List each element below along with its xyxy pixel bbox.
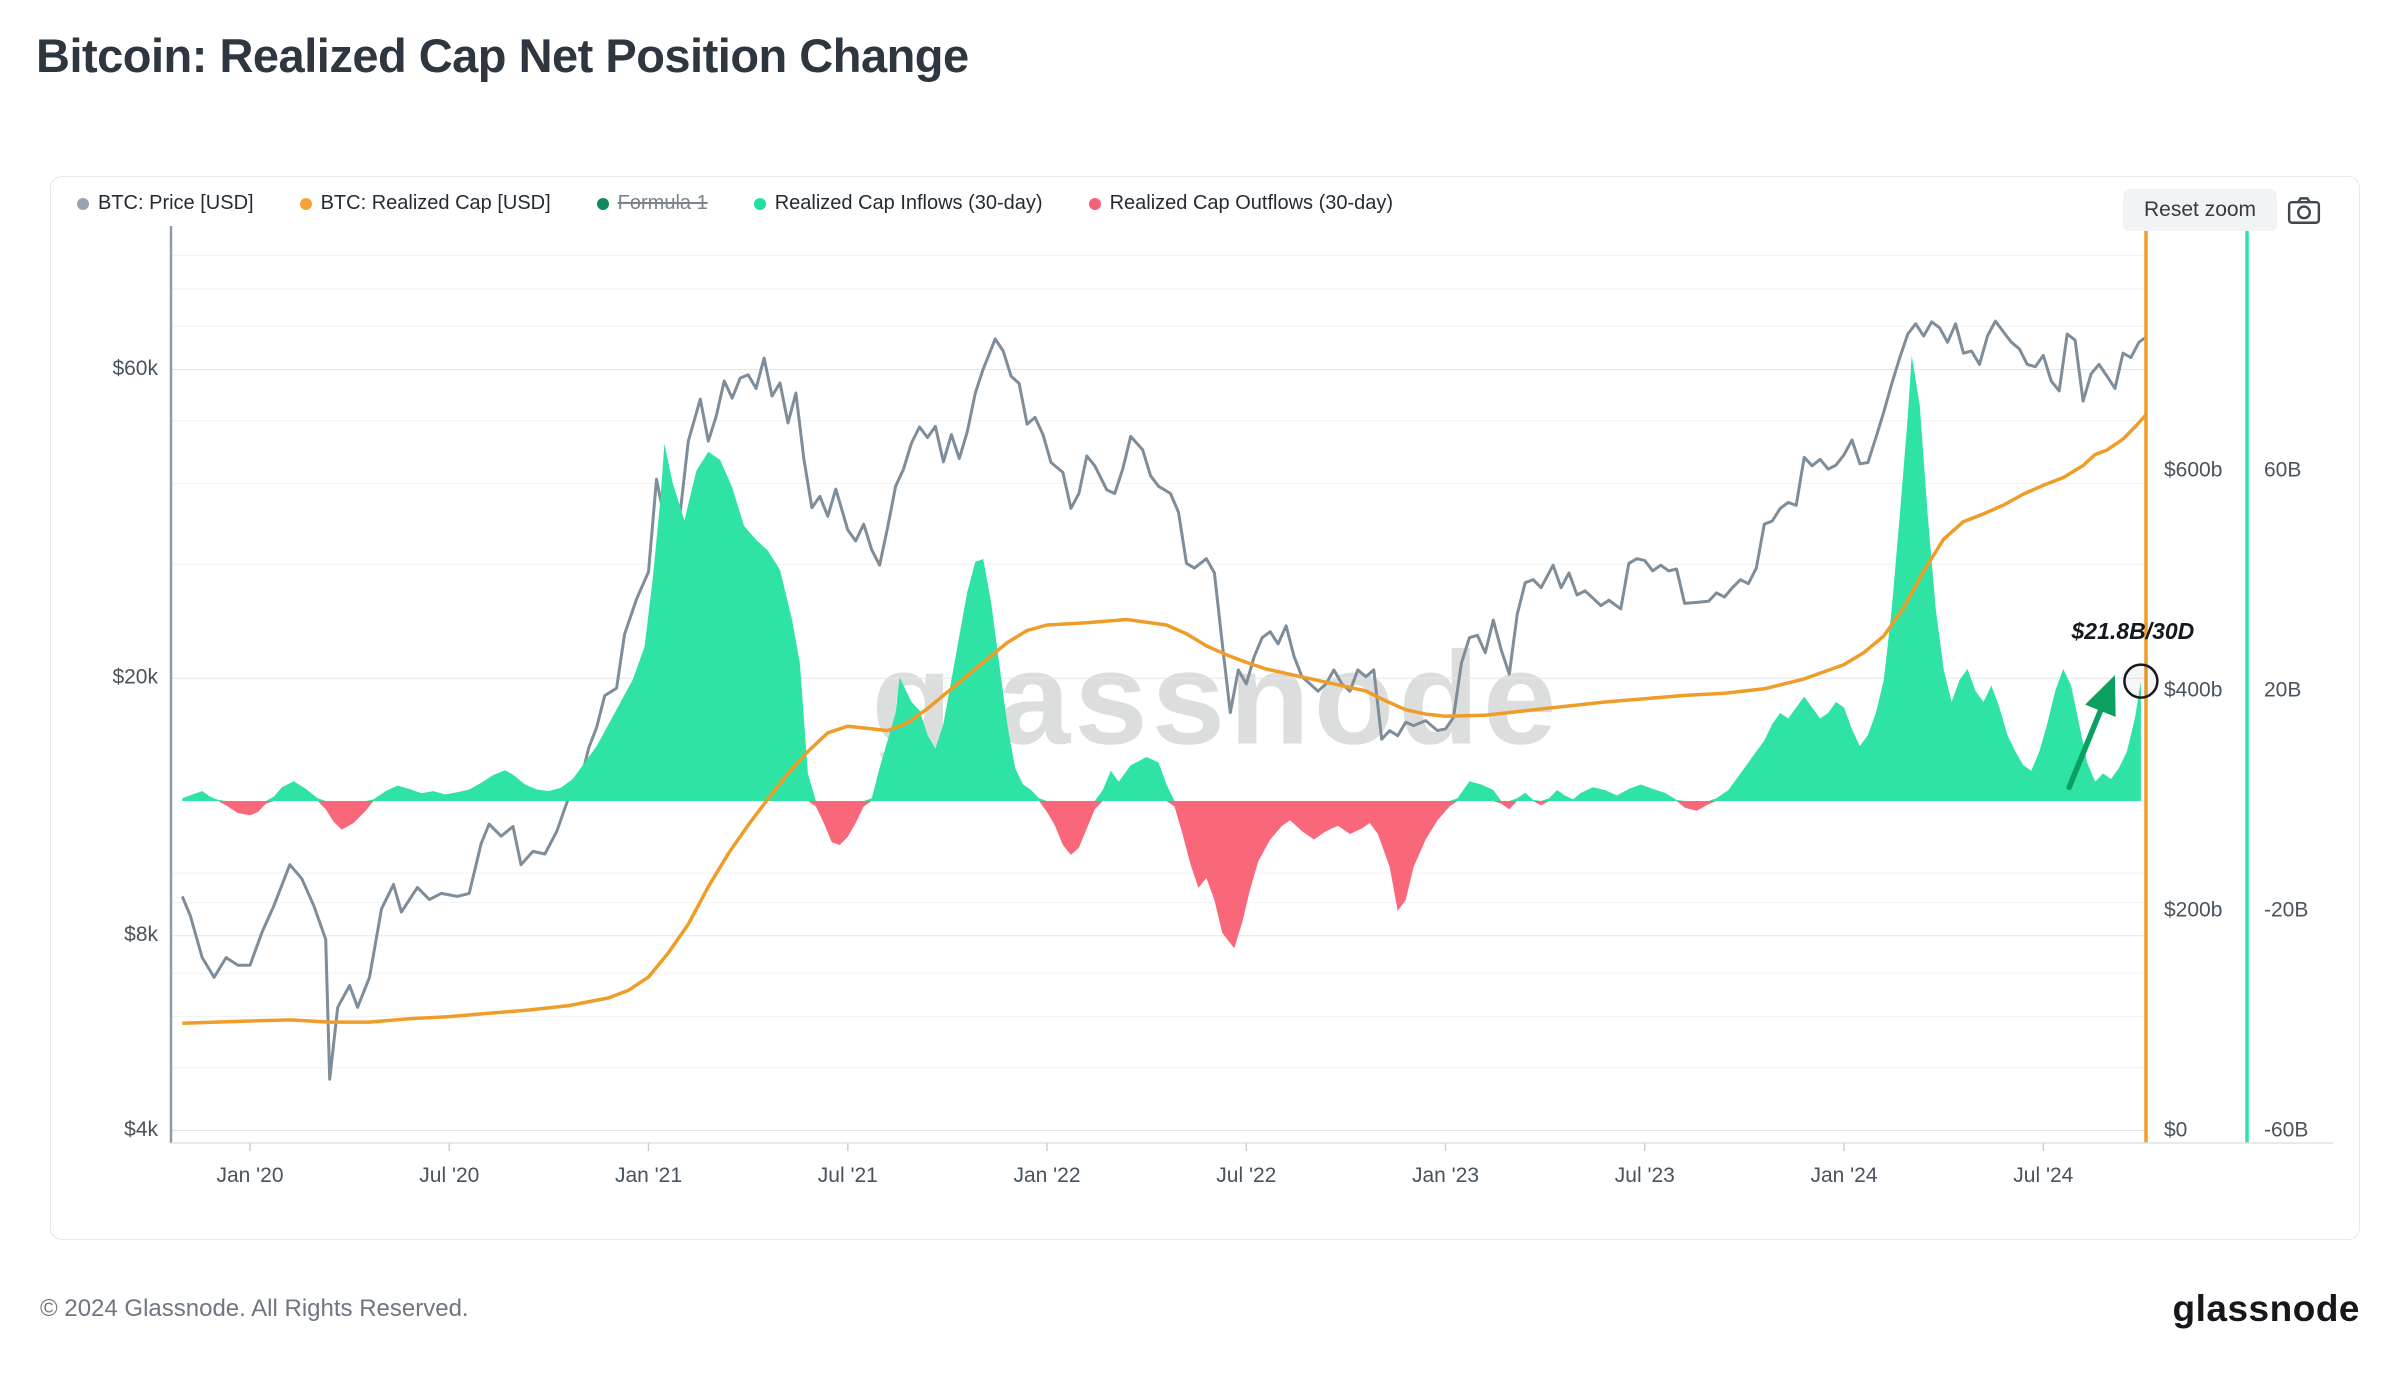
legend-dot-icon bbox=[753, 197, 766, 210]
netflow-tick-label: -60B bbox=[2264, 1119, 2308, 1142]
legend: BTC: Price [USD] BTC: Realized Cap [USD] F… bbox=[77, 192, 1393, 215]
annotation-circle bbox=[2123, 663, 2159, 699]
legend-item-1[interactable]: BTC: Realized Cap [USD] bbox=[299, 192, 551, 215]
chart-plot-area[interactable]: Jan '20 Jul '20 Jan '21 Jul '21 Jan '22 Jul '… bbox=[51, 177, 2359, 1239]
legend-dot-icon bbox=[1088, 197, 1101, 210]
legend-dot-icon bbox=[77, 197, 89, 210]
annotation-text: $21.8B/30D bbox=[2071, 618, 2195, 644]
realized-cap-tick-label: $0 bbox=[2164, 1119, 2187, 1142]
chart-card: BTC: Price [USD] BTC: Realized Cap [USD] F… bbox=[50, 176, 2360, 1240]
netflow-tick-label: 60B bbox=[2264, 459, 2301, 482]
legend-item-label: Formula 1 bbox=[617, 192, 708, 214]
footer: © 2024 Glassnode. All Rights Reserved. g… bbox=[0, 1288, 2400, 1330]
legend-dot-icon bbox=[299, 197, 312, 210]
legend-item-label: Realized Cap Inflows (30-day) bbox=[774, 192, 1043, 214]
x-tick-label: Jul '21 bbox=[818, 1164, 878, 1187]
x-tick-label: Jul '20 bbox=[419, 1164, 479, 1187]
realized-cap-tick-label: $600b bbox=[2164, 459, 2222, 482]
netflow-tick-label: -20B bbox=[2264, 899, 2308, 922]
legend-dot-icon bbox=[596, 197, 609, 210]
x-tick-label: Jan '20 bbox=[216, 1164, 283, 1187]
realized-cap-outflows-area bbox=[182, 801, 2141, 949]
copyright-text: © 2024 Glassnode. All Rights Reserved. bbox=[40, 1295, 469, 1322]
price-tick-label: $8k bbox=[124, 923, 158, 946]
price-tick-label: $60k bbox=[112, 357, 158, 380]
page-title: Bitcoin: Realized Cap Net Position Chang… bbox=[36, 29, 969, 82]
btc-price-line bbox=[180, 319, 2146, 1081]
legend-item-0[interactable]: BTC: Price [USD] bbox=[77, 192, 254, 215]
camera-icon bbox=[2287, 197, 2321, 228]
netflow-tick-label: 20B bbox=[2264, 679, 2301, 702]
camera-button[interactable] bbox=[2283, 191, 2325, 232]
legend-item-4[interactable]: Realized Cap Outflows (30-day) bbox=[1088, 192, 1394, 215]
realized-cap-inflows-area bbox=[182, 355, 2141, 801]
price-tick-label: $4k bbox=[124, 1118, 158, 1141]
x-tick-label: Jan '22 bbox=[1013, 1164, 1080, 1187]
legend-item-label: BTC: Realized Cap [USD] bbox=[320, 192, 551, 214]
realized-cap-tick-label: $400b bbox=[2164, 679, 2222, 702]
x-tick-label: Jan '21 bbox=[615, 1164, 682, 1187]
price-tick-label: $20k bbox=[112, 666, 158, 689]
reset-zoom-button[interactable]: Reset zoom bbox=[2123, 189, 2278, 231]
x-tick-label: Jul '22 bbox=[1216, 1164, 1276, 1187]
glassnode-logo: glassnode bbox=[2172, 1288, 2360, 1329]
x-tick-label: Jul '24 bbox=[2013, 1164, 2073, 1187]
x-tick-label: Jan '23 bbox=[1412, 1164, 1479, 1187]
annotation-arrow bbox=[2066, 675, 2116, 791]
legend-item-label: BTC: Price [USD] bbox=[98, 192, 254, 214]
legend-item-3[interactable]: Realized Cap Inflows (30-day) bbox=[753, 192, 1043, 215]
realized-cap-tick-label: $200b bbox=[2164, 899, 2222, 922]
x-tick-label: Jul '23 bbox=[1615, 1164, 1675, 1187]
legend-item-label: Realized Cap Outflows (30-day) bbox=[1109, 192, 1394, 214]
legend-item-2[interactable]: Formula 1 bbox=[596, 192, 708, 215]
realized-cap-line bbox=[182, 412, 2146, 1025]
x-tick-label: Jan '24 bbox=[1810, 1164, 1877, 1187]
